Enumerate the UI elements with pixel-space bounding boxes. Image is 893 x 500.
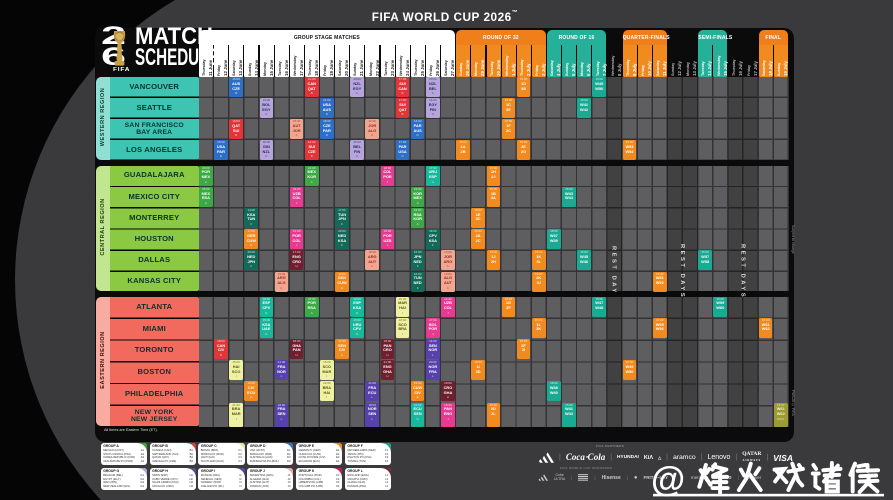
svg-text:@: @ xyxy=(652,460,685,499)
